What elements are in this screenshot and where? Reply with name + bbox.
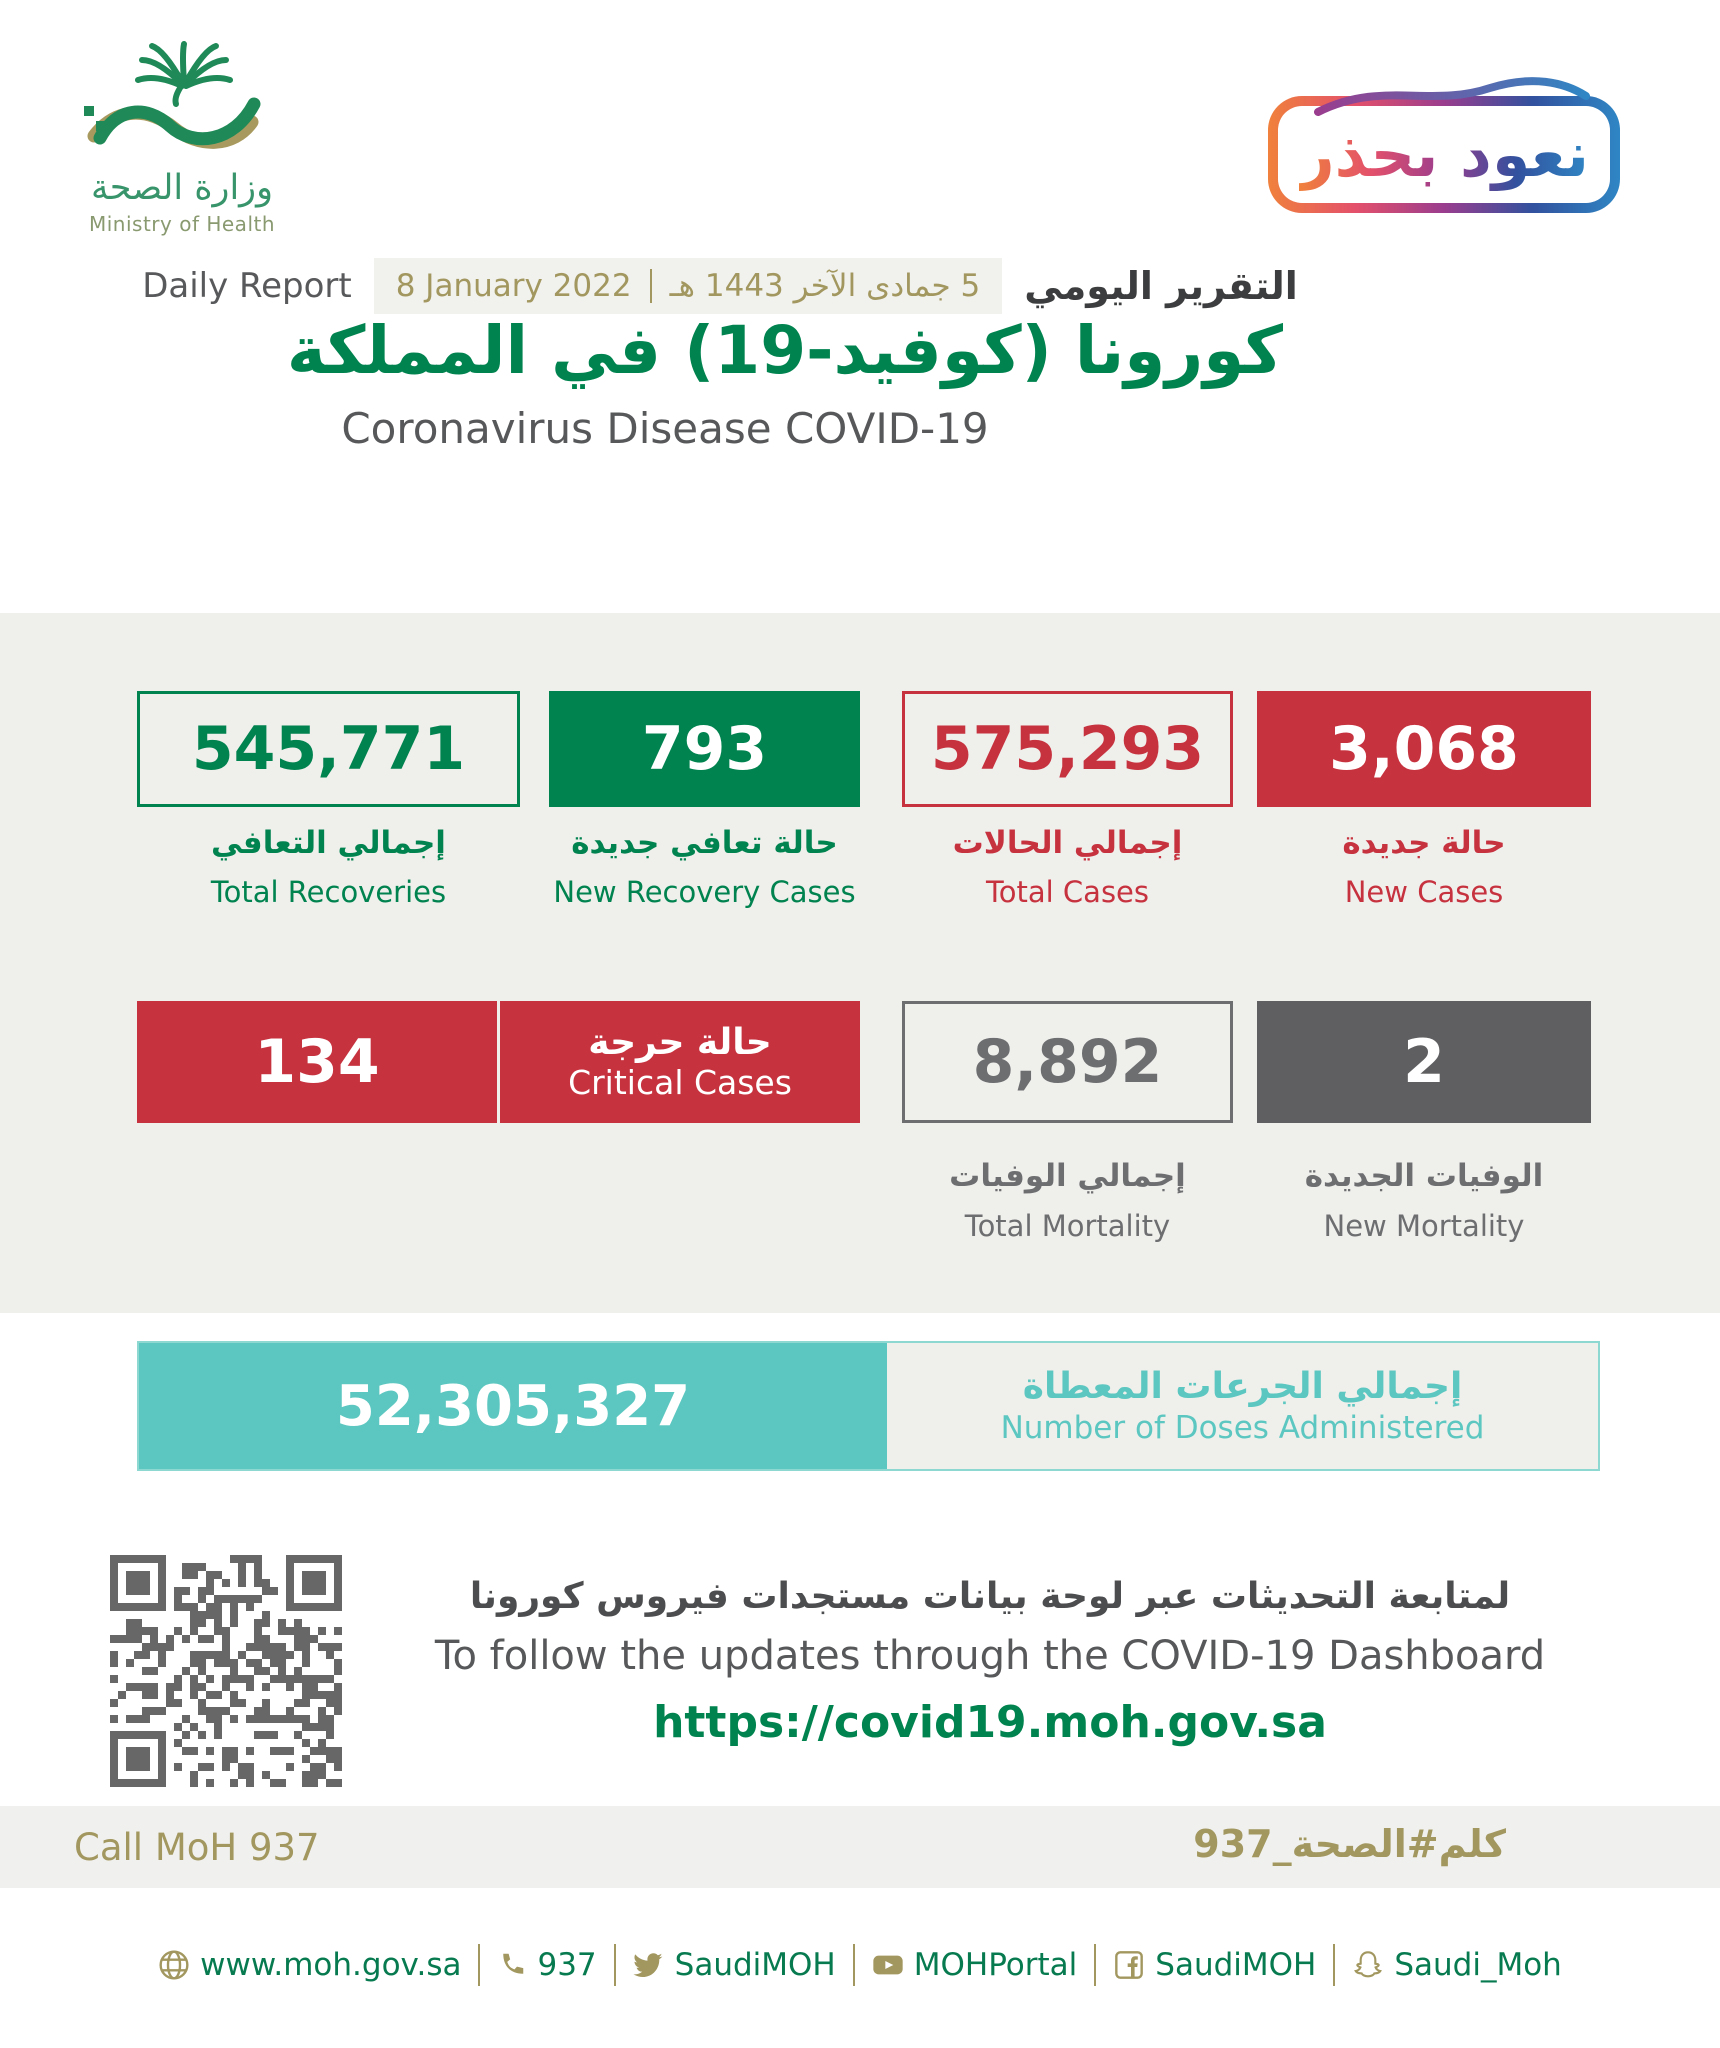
- footer-facebook-label: SaudiMOH: [1155, 1947, 1317, 1983]
- total-recoveries-card: 545,771: [137, 691, 520, 807]
- badge-text: نعود بحذر: [1298, 118, 1590, 191]
- new-cases-label-ar: حالة جديدة: [1342, 825, 1506, 861]
- new-cases-value: 3,068: [1329, 714, 1519, 784]
- new-mortality-value: 2: [1403, 1027, 1445, 1097]
- doses-label-ar: إجمالي الجرعات المعطاة: [1022, 1366, 1463, 1408]
- total-mortality-card: 8,892: [902, 1001, 1233, 1123]
- total-mortality-value: 8,892: [972, 1027, 1163, 1097]
- dashboard-url[interactable]: https://covid19.moh.gov.sa: [653, 1697, 1327, 1748]
- footer-separator: [852, 1944, 855, 1986]
- footer-youtube-label: MOHPortal: [913, 1947, 1078, 1983]
- footer-youtube[interactable]: MOHPortal: [872, 1947, 1078, 1983]
- footer-separator: [478, 1944, 481, 1986]
- total-cases-label-en: Total Cases: [985, 875, 1150, 909]
- new-mortality-label-ar: الوفيات الجديدة: [1304, 1158, 1544, 1194]
- total-mortality-label-ar: إجمالي الوفيات: [949, 1158, 1186, 1194]
- new-cases-card: 3,068: [1257, 691, 1591, 807]
- main-title-english: Coronavirus Disease COVID-19: [341, 404, 989, 453]
- footer-website-label: www.moh.gov.sa: [200, 1947, 462, 1983]
- date-box: 8 January 2022 5 جمادى الآخر 1443 هـ: [373, 258, 1003, 314]
- badge-gradient-border: نعود بحذر: [1268, 96, 1620, 213]
- daily-report-label-en: Daily Report: [142, 266, 352, 306]
- doses-label-en: Number of Doses Administered: [1000, 1410, 1485, 1447]
- date-hijri: 5 جمادى الآخر 1443 هـ: [669, 268, 981, 304]
- dashboard-line-ar: لمتابعة التحديثات عبر لوحة بيانات مستجدا…: [469, 1576, 1511, 1617]
- footer-phone-label: 937: [537, 1947, 597, 1983]
- badge-swoosh-icon: [1314, 77, 1590, 116]
- footer-twitter[interactable]: SaudiMOH: [633, 1947, 836, 1983]
- moh-logo-arabic: وزارة الصحة: [91, 168, 273, 208]
- main-title-arabic: كورونا (كوفيد-19) في المملكة: [286, 312, 1284, 389]
- footer-twitter-label: SaudiMOH: [674, 1947, 836, 1983]
- footer-facebook[interactable]: SaudiMOH: [1113, 1947, 1316, 1983]
- footer-separator: [613, 1944, 616, 1986]
- moh-logo-english: Ministry of Health: [88, 212, 276, 236]
- youtube-icon: [873, 1955, 903, 1975]
- footer-separator: [1333, 1944, 1336, 1986]
- globe-icon: [159, 1950, 189, 1980]
- moh-logo-mark: [84, 41, 261, 149]
- facebook-icon: [1115, 1951, 1144, 1979]
- daily-report-label-ar: التقرير اليومي: [1024, 264, 1298, 308]
- date-separator: [649, 269, 652, 303]
- critical-cases-value: 134: [254, 1027, 380, 1097]
- report-header-line: Daily Report 8 January 2022 5 جمادى الآخ…: [0, 258, 1440, 314]
- total-mortality-label-en: Total Mortality: [964, 1209, 1171, 1243]
- total-recoveries-label-en: Total Recoveries: [210, 875, 447, 909]
- new-mortality-card: 2: [1257, 1001, 1591, 1123]
- call-moh-band: Call MoH 937 كلم#الصحة_937: [0, 1806, 1720, 1888]
- new-recoveries-label-en: New Recovery Cases: [553, 875, 856, 909]
- snapchat-icon: [1354, 1951, 1383, 1978]
- new-mortality-label-en: New Mortality: [1323, 1209, 1525, 1243]
- moh-logo: وزارة الصحة Ministry of Health: [62, 34, 302, 236]
- new-recoveries-value: 793: [641, 714, 768, 784]
- critical-cases-card: 134 حالة حرجة Critical Cases: [137, 1001, 860, 1123]
- total-recoveries-label-ar: إجمالي التعافي: [211, 825, 446, 861]
- footer-separator: [1094, 1944, 1097, 1986]
- new-recoveries-card: 793: [549, 691, 860, 807]
- qr-code: [110, 1555, 342, 1787]
- critical-cases-label-en: Critical Cases: [568, 1062, 792, 1102]
- total-recoveries-value: 545,771: [191, 714, 466, 784]
- footer-phone[interactable]: 937: [497, 1947, 597, 1983]
- return-with-caution-badge: نعود بحذر: [1268, 77, 1620, 213]
- footer-snapchat[interactable]: Saudi_Moh: [1352, 1947, 1562, 1983]
- new-cases-label-en: New Cases: [1344, 875, 1504, 909]
- statistics-section: 545,771 793 575,293 3,068 إجمالي التعافي…: [0, 613, 1720, 1313]
- total-cases-card: 575,293: [902, 691, 1233, 807]
- date-gregorian: 8 January 2022: [395, 268, 632, 304]
- total-cases-label-ar: إجمالي الحالات: [952, 825, 1183, 861]
- call-moh-english: Call MoH 937: [74, 1826, 320, 1869]
- footer-website[interactable]: www.moh.gov.sa: [158, 1947, 461, 1983]
- contact-footer: www.moh.gov.sa 937 SaudiMOH MOHPortal: [0, 1944, 1720, 1986]
- total-cases-value: 575,293: [930, 714, 1205, 784]
- dashboard-info: لمتابعة التحديثات عبر لوحة بيانات مستجدا…: [340, 1576, 1640, 1748]
- call-moh-hashtag: كلم#الصحة_937: [1193, 1822, 1506, 1866]
- footer-snapchat-label: Saudi_Moh: [1394, 1947, 1562, 1983]
- critical-cases-label-ar: حالة حرجة: [588, 1022, 772, 1064]
- phone-icon: [503, 1953, 524, 1974]
- twitter-icon: [633, 1953, 662, 1977]
- critical-cases-divider: [497, 1001, 500, 1123]
- doses-administered-bar: 52,305,327 إجمالي الجرعات المعطاة Number…: [137, 1341, 1600, 1471]
- dashboard-line-en: To follow the updates through the COVID-…: [434, 1633, 1546, 1679]
- new-recoveries-label-ar: حالة تعافي جديدة: [571, 825, 838, 861]
- doses-value: 52,305,327: [139, 1343, 887, 1469]
